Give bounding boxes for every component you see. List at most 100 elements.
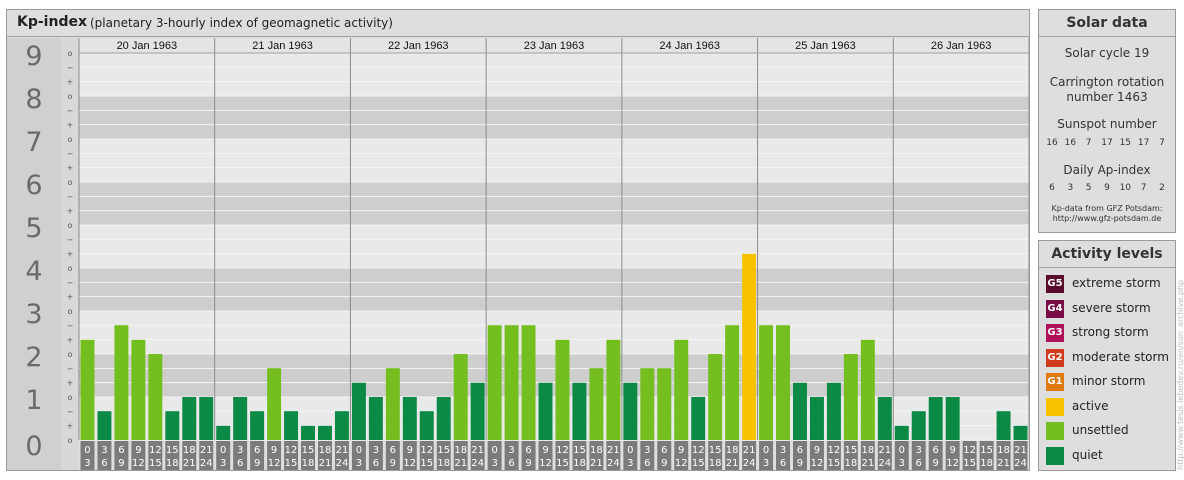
interval-start-label: 3 — [101, 445, 107, 456]
interval-start-label: 0 — [220, 445, 226, 456]
interval-box — [725, 441, 740, 470]
interval-end-label: 12 — [403, 458, 416, 469]
interval-box — [199, 441, 214, 470]
interval-start-label: 18 — [997, 445, 1010, 456]
source-link[interactable]: http://www.gfz-potsdam.de — [1052, 214, 1162, 223]
minor-tick-label: o — [68, 436, 73, 445]
y-tick-label: 1 — [25, 385, 42, 416]
interval-end-label: 3 — [763, 458, 769, 469]
kp-bar — [674, 339, 689, 440]
ap-values-item: 10 — [1119, 183, 1132, 193]
interval-box — [894, 441, 909, 470]
interval-end-label: 6 — [916, 458, 922, 469]
y-axis-column — [7, 38, 61, 470]
minor-tick-label: o — [68, 393, 73, 402]
kp-bar — [996, 411, 1011, 440]
kp-bar — [385, 368, 400, 440]
interval-end-label: 12 — [132, 458, 145, 469]
interval-start-label: 6 — [797, 445, 803, 456]
ap-values-item: 5 — [1085, 183, 1092, 193]
minor-tick-label: − — [67, 407, 74, 416]
interval-box — [979, 441, 994, 470]
interval-box — [182, 441, 197, 470]
kp-band — [79, 268, 1029, 311]
interval-box — [250, 441, 265, 470]
sunspot-values-item: 16 — [1046, 138, 1058, 148]
interval-box — [487, 441, 502, 470]
kp-bar — [267, 368, 282, 440]
interval-box — [589, 441, 604, 470]
activity-level-row: G5 extreme storm — [1046, 274, 1174, 294]
activity-level-label: unsettled — [1072, 423, 1129, 437]
interval-box — [385, 441, 400, 470]
activity-level-swatch: G3 — [1046, 324, 1064, 342]
interval-end-label: 21 — [997, 458, 1010, 469]
interval-box — [911, 441, 926, 470]
kp-band — [79, 311, 1029, 354]
interval-start-label: 3 — [780, 445, 786, 456]
kp-bar — [928, 397, 943, 440]
kp-band — [79, 225, 1029, 268]
interval-start-label: 6 — [254, 445, 260, 456]
kp-bar — [284, 411, 299, 440]
interval-start-label: 18 — [319, 445, 332, 456]
activity-level-row: quiet — [1046, 446, 1174, 466]
interval-box — [928, 441, 943, 470]
kp-bar — [725, 325, 740, 440]
day-label: 20 Jan 1963 — [117, 40, 178, 52]
interval-end-label: 3 — [220, 458, 226, 469]
interval-start-label: 3 — [508, 445, 514, 456]
minor-tick-column — [61, 38, 79, 470]
kp-bar — [351, 382, 366, 440]
minor-tick-label: + — [67, 336, 74, 345]
kp-bar — [165, 411, 180, 440]
kp-bar — [470, 382, 485, 440]
kp-bar — [419, 411, 434, 440]
day-label: 22 Jan 1963 — [388, 40, 449, 52]
kp-bar — [691, 397, 706, 440]
interval-start-label: 21 — [743, 445, 756, 456]
interval-box — [131, 441, 146, 470]
interval-start-label: 18 — [454, 445, 467, 456]
activity-levels-panel: Activity levels G5 extreme storm G4 severe … — [1038, 240, 1176, 471]
interval-end-label: 18 — [709, 458, 722, 469]
interval-box — [318, 441, 332, 470]
interval-start-label: 9 — [135, 445, 141, 456]
kp-bar — [97, 411, 112, 440]
kp-bar — [131, 339, 146, 440]
kp-bar — [657, 368, 672, 440]
interval-end-label: 12 — [946, 458, 959, 469]
activity-level-row: unsettled — [1046, 421, 1174, 441]
interval-box — [453, 441, 468, 470]
interval-box — [996, 441, 1011, 470]
interval-end-label: 21 — [319, 458, 332, 469]
kp-bar — [233, 397, 248, 440]
kp-bar — [606, 339, 621, 440]
interval-end-label: 6 — [373, 458, 379, 469]
interval-start-label: 0 — [356, 445, 362, 456]
activity-level-label: moderate storm — [1072, 349, 1169, 364]
y-tick-label: 4 — [25, 256, 42, 287]
kp-bar — [216, 425, 231, 440]
kp-bar — [793, 382, 807, 440]
sunspot-values-item: 17 — [1101, 138, 1113, 148]
kp-bar — [334, 411, 349, 440]
interval-start-label: 9 — [407, 445, 413, 456]
kp-bar-chart: 20 Jan 1963 21 Jan 1963 22 Jan 1963 23 Jan … — [7, 38, 1029, 470]
activity-level-swatch: G5 — [1046, 275, 1064, 293]
interval-start-label: 21 — [471, 445, 484, 456]
activity-level-row: G1 minor storm — [1046, 372, 1174, 392]
interval-end-label: 24 — [471, 458, 484, 469]
solar-data-panel: Solar data Solar cycle 19 Carrington rot… — [1038, 9, 1176, 233]
sunspot-values-item: 7 — [1085, 138, 1092, 148]
minor-tick-label: o — [68, 350, 73, 359]
interval-start-label: 9 — [271, 445, 277, 456]
sunspot-values-item: 17 — [1137, 138, 1150, 148]
interval-box — [877, 441, 892, 470]
interval-end-label: 3 — [627, 458, 633, 469]
interval-start-label: 15 — [302, 445, 315, 456]
interval-box — [606, 441, 621, 470]
sunspot-values-item: 16 — [1064, 138, 1077, 148]
sunspot-values: 16 16 7 17 15 17 7 — [1043, 138, 1171, 148]
interval-end-label: 18 — [437, 458, 450, 469]
